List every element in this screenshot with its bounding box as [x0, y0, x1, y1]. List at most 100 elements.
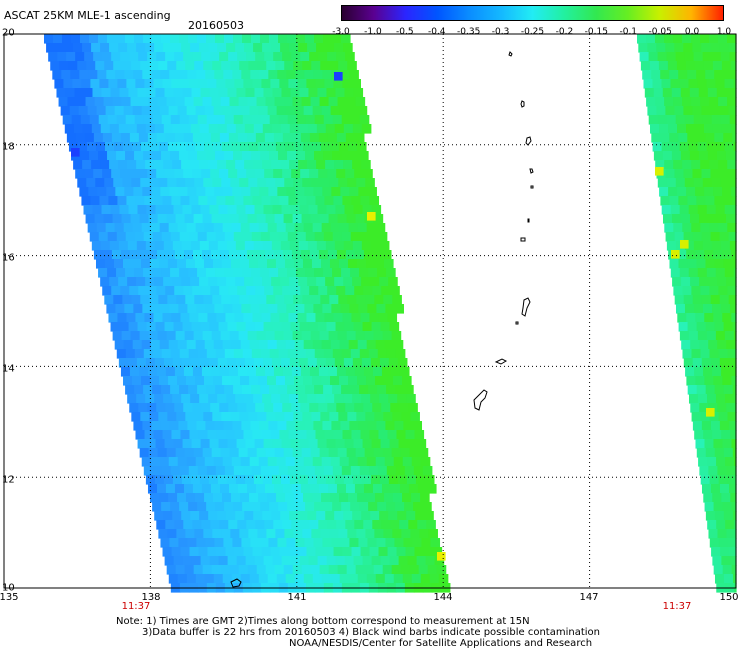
swath-cell [707, 520, 717, 530]
swath-cell [250, 187, 260, 197]
swath-cell [354, 484, 365, 494]
swath-cell [386, 502, 396, 512]
swath-cell [62, 115, 73, 125]
swath-cell [718, 34, 728, 44]
swath-cell [116, 349, 127, 359]
swath-cell [706, 205, 717, 215]
swath-cell [688, 268, 699, 278]
swath-cell [299, 439, 310, 449]
swath-cell [138, 250, 149, 260]
swath-cell [173, 322, 184, 332]
swath-cell [246, 403, 256, 413]
swath-cell [692, 358, 703, 368]
swath-cell [307, 475, 318, 485]
colorbar-label: 0.0 [684, 27, 700, 37]
swath-cell [300, 133, 311, 143]
swath-cell [691, 160, 701, 170]
swath-cell [303, 340, 314, 350]
swath-cell [691, 97, 701, 107]
swath-cell [359, 115, 370, 125]
swath-cell [147, 133, 158, 143]
swath-cell [268, 538, 279, 548]
swath-cell [328, 214, 339, 224]
swath-cell [137, 439, 148, 449]
swath-cell [335, 556, 346, 566]
swath-cell [272, 205, 283, 215]
swath-cell [145, 124, 156, 134]
swath-cell [96, 223, 107, 233]
swath-cell [734, 520, 737, 530]
swath-cell [338, 142, 349, 152]
swath-cell [344, 439, 355, 449]
swath-cell [147, 367, 158, 377]
swath-cell [325, 475, 336, 485]
swath-cell [93, 133, 104, 143]
swath-cell [155, 205, 166, 215]
swath-cell [710, 358, 721, 368]
swath-cell [175, 97, 186, 107]
swath-cell [262, 241, 273, 251]
swath-cell [384, 457, 395, 467]
swath-cell [709, 97, 719, 107]
swath-cell [703, 430, 713, 440]
note-line-1: Note: 1) Times are GMT 2)Times along bot… [116, 616, 530, 627]
swath-cell [293, 259, 304, 269]
swath-cell [327, 169, 337, 179]
swath-cell [243, 196, 254, 206]
swath-cell [342, 196, 353, 206]
swath-cell [399, 484, 410, 494]
swath-cell [675, 52, 686, 62]
swath-cell [639, 52, 650, 62]
swath-cell [290, 205, 301, 215]
swath-cell [275, 61, 285, 71]
swath-cell [708, 340, 718, 350]
swath-cell [238, 214, 249, 224]
swath-cell [168, 574, 179, 584]
swath-cell [365, 178, 375, 188]
swath-cell [358, 421, 369, 431]
swath-cell [203, 529, 213, 539]
swath-cell [390, 484, 401, 494]
swath-cell [195, 106, 206, 116]
swath-cell [354, 133, 365, 143]
swath-cell [113, 295, 123, 305]
swath-cell [675, 178, 686, 188]
swath-cell [434, 556, 445, 566]
swath-cell [350, 151, 360, 161]
swath-cell [360, 313, 371, 323]
swath-cell [349, 538, 360, 548]
swath-cell [297, 430, 308, 440]
swath-cell [720, 115, 731, 125]
swath-cell [242, 349, 253, 359]
swath-cell [219, 169, 229, 179]
swath-cell [154, 475, 165, 485]
swath-cell [165, 250, 176, 260]
swath-cell [191, 88, 202, 98]
swath-cell [410, 529, 420, 539]
swath-cell [721, 493, 731, 503]
swath-cell [297, 196, 308, 206]
swath-cell [239, 412, 249, 422]
swath-cell [402, 493, 412, 503]
swath-cell [305, 349, 316, 359]
island-outline [521, 297, 531, 317]
swath-cell [697, 394, 708, 404]
swath-cell [419, 529, 429, 539]
swath-cell [118, 241, 129, 251]
swath-cell [203, 412, 213, 422]
swath-cell [718, 97, 728, 107]
swath-cell [228, 169, 238, 179]
swath-cell [185, 412, 195, 422]
swath-cell [670, 79, 681, 89]
swath-cell [710, 484, 721, 494]
swath-cell [64, 124, 75, 134]
swath-cell [140, 259, 151, 269]
swath-cell [403, 538, 414, 548]
swath-cell [342, 79, 352, 89]
swath-cell [700, 475, 711, 485]
swath-cell [257, 412, 267, 422]
swath-cell [187, 187, 197, 197]
swath-cell [649, 124, 660, 134]
swath-cell [120, 52, 130, 62]
swath-cell [242, 151, 252, 161]
